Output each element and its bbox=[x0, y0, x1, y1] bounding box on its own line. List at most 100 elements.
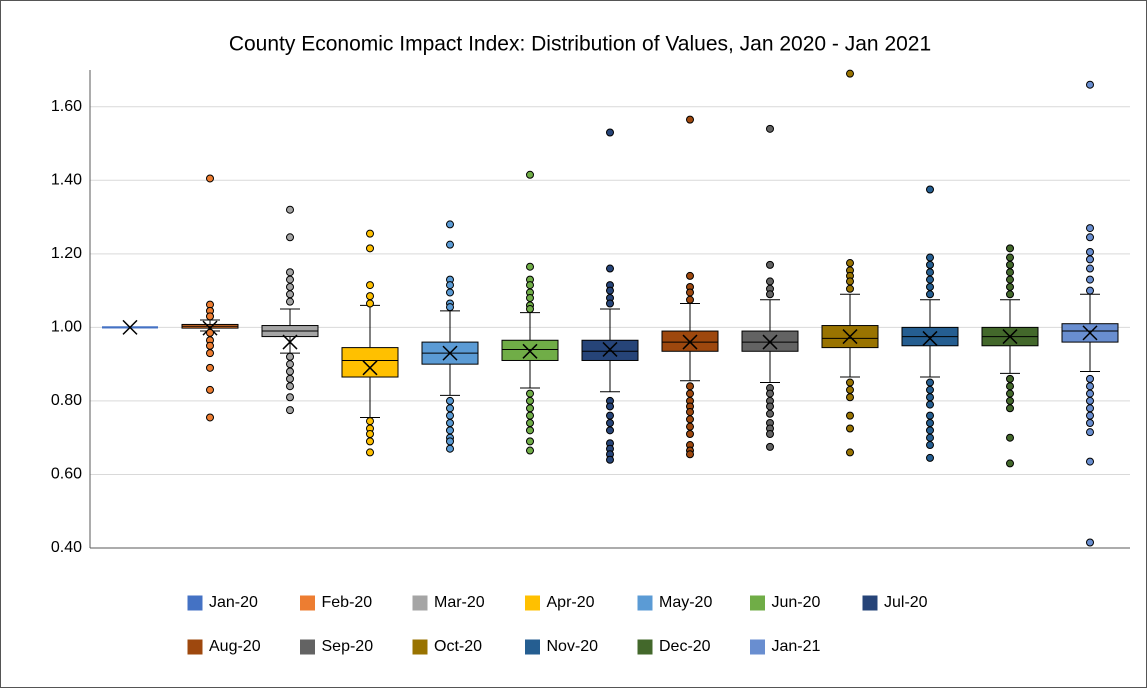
outlier bbox=[846, 284, 854, 293]
legend-label: Jan-21 bbox=[772, 638, 821, 655]
outlier bbox=[526, 437, 534, 446]
outlier bbox=[526, 404, 534, 413]
outlier bbox=[606, 418, 614, 427]
outlier bbox=[446, 396, 454, 405]
outlier bbox=[526, 281, 534, 290]
outlier bbox=[366, 437, 374, 446]
outlier bbox=[926, 253, 934, 262]
outlier bbox=[446, 240, 454, 249]
box-group bbox=[1061, 80, 1119, 547]
legend-label: Feb-20 bbox=[322, 594, 373, 611]
outlier bbox=[766, 402, 774, 411]
outlier bbox=[1086, 396, 1094, 405]
outlier bbox=[446, 303, 454, 312]
outlier bbox=[206, 341, 214, 350]
legend-label: Nov-20 bbox=[547, 638, 599, 655]
outlier bbox=[1006, 290, 1014, 299]
outlier bbox=[1006, 275, 1014, 284]
outlier bbox=[1086, 538, 1094, 547]
outlier bbox=[206, 363, 214, 372]
y-tick-label: 1.60 bbox=[51, 98, 82, 115]
outlier bbox=[446, 220, 454, 229]
outlier bbox=[1086, 382, 1094, 391]
outlier bbox=[926, 453, 934, 462]
outlier bbox=[1086, 80, 1094, 89]
outlier bbox=[926, 185, 934, 194]
y-tick-label: 1.00 bbox=[51, 319, 82, 336]
legend-label: Mar-20 bbox=[434, 594, 485, 611]
outlier bbox=[846, 393, 854, 402]
mean-marker bbox=[682, 334, 698, 350]
outlier bbox=[1006, 396, 1014, 405]
outlier bbox=[1006, 433, 1014, 442]
legend-swatch bbox=[299, 638, 316, 656]
outlier bbox=[606, 128, 614, 137]
outlier bbox=[1006, 404, 1014, 413]
outlier bbox=[926, 400, 934, 409]
outlier bbox=[1006, 459, 1014, 468]
outlier bbox=[1086, 389, 1094, 398]
legend-swatch bbox=[636, 638, 654, 656]
outlier bbox=[286, 367, 294, 376]
outlier bbox=[366, 430, 374, 439]
outlier bbox=[926, 290, 934, 299]
y-tick-label: 0.80 bbox=[51, 392, 82, 409]
box-group bbox=[581, 128, 639, 464]
chart-title: County Economic Impact Index: Distributi… bbox=[229, 33, 931, 56]
outlier bbox=[926, 426, 934, 435]
outlier bbox=[286, 360, 294, 369]
y-tick-label: 0.40 bbox=[51, 539, 82, 556]
outlier bbox=[446, 404, 454, 413]
outlier bbox=[526, 293, 534, 302]
outlier bbox=[846, 448, 854, 457]
outlier bbox=[606, 426, 614, 435]
outlier bbox=[446, 411, 454, 420]
y-tick-label: 1.20 bbox=[51, 245, 82, 262]
mean-marker bbox=[442, 345, 458, 361]
legend-swatch bbox=[861, 594, 879, 612]
y-tick-label: 1.40 bbox=[51, 172, 82, 189]
outlier bbox=[686, 115, 694, 124]
mean-marker bbox=[122, 319, 138, 335]
outlier bbox=[526, 170, 534, 179]
outlier bbox=[686, 389, 694, 398]
outlier bbox=[1086, 286, 1094, 295]
box-group bbox=[102, 319, 158, 335]
outlier bbox=[766, 430, 774, 439]
outlier bbox=[526, 426, 534, 435]
outlier bbox=[1086, 404, 1094, 413]
outlier bbox=[286, 374, 294, 383]
outlier bbox=[1006, 244, 1014, 253]
outlier bbox=[206, 174, 214, 183]
outlier bbox=[206, 349, 214, 358]
legend-swatch bbox=[749, 638, 766, 656]
outlier bbox=[526, 411, 534, 420]
outlier bbox=[366, 229, 374, 238]
outlier bbox=[526, 262, 534, 271]
outlier bbox=[526, 396, 534, 405]
outlier bbox=[606, 286, 614, 295]
box-group bbox=[181, 174, 239, 422]
mean-marker bbox=[362, 360, 378, 376]
outlier bbox=[846, 259, 854, 268]
box-group bbox=[501, 170, 559, 455]
outlier bbox=[766, 389, 774, 398]
mean-marker bbox=[522, 343, 538, 359]
mean-marker bbox=[922, 330, 938, 346]
legend-swatch bbox=[749, 594, 766, 612]
outlier bbox=[526, 418, 534, 427]
outlier bbox=[1086, 233, 1094, 242]
outlier bbox=[286, 275, 294, 284]
outlier bbox=[286, 393, 294, 402]
outlier bbox=[606, 299, 614, 308]
legend-swatch bbox=[411, 594, 429, 612]
outlier bbox=[686, 271, 694, 280]
outlier bbox=[446, 281, 454, 290]
outlier bbox=[286, 282, 294, 291]
box bbox=[341, 347, 399, 378]
outlier bbox=[686, 430, 694, 439]
outlier bbox=[206, 385, 214, 394]
outlier bbox=[1006, 253, 1014, 262]
outlier bbox=[526, 305, 534, 313]
